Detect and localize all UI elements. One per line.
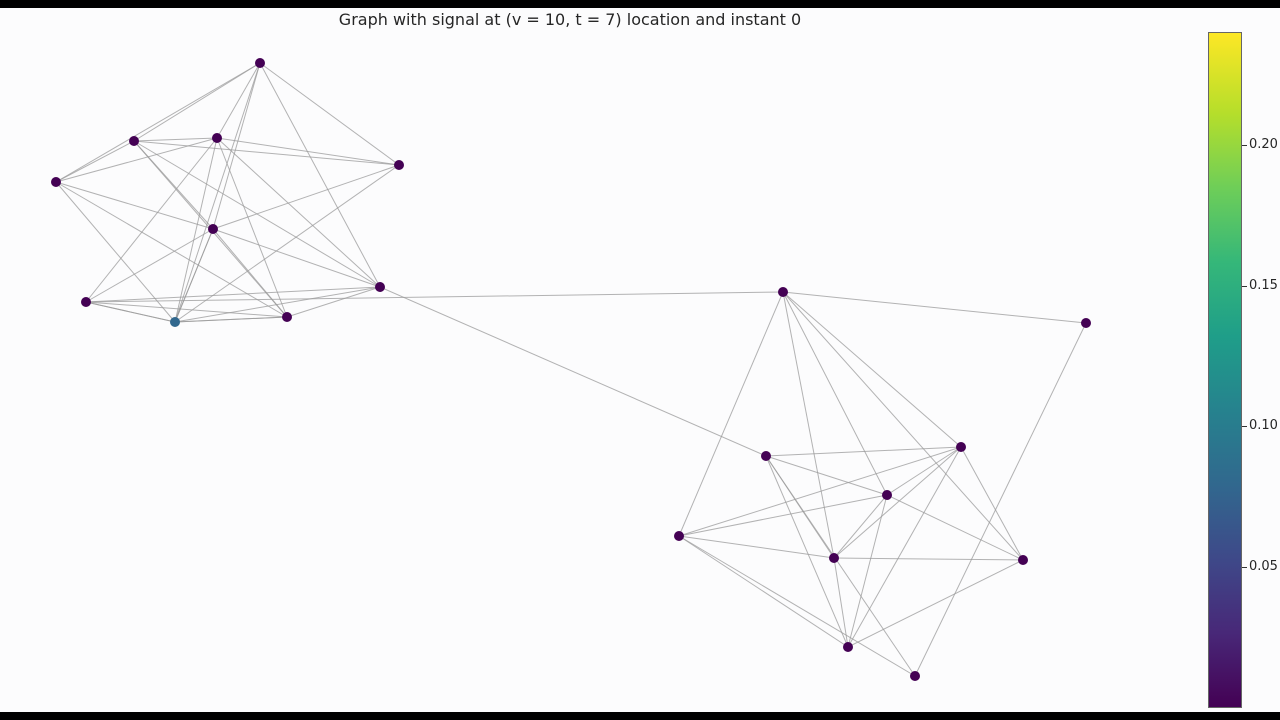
graph-node: [956, 442, 966, 452]
graph-edge: [833, 446, 962, 559]
graph-edge: [765, 455, 849, 648]
graph-node: [761, 451, 771, 461]
colorbar-tick-label: 0.15: [1249, 277, 1278, 293]
graph-edge: [216, 137, 381, 288]
graph-canvas: [51, 58, 1091, 681]
graph-node: [394, 160, 404, 170]
graph-edge: [833, 557, 849, 648]
graph-node: [674, 531, 684, 541]
graph-edge: [85, 286, 381, 303]
graph-edge: [133, 137, 218, 142]
graph-node: [778, 287, 788, 297]
chart-title: Graph with signal at (v = 10, t = 7) loc…: [338, 10, 802, 29]
graph-edge: [782, 291, 888, 496]
graph-edge: [216, 62, 261, 139]
graph-edge: [55, 137, 218, 183]
graph-edge: [379, 286, 767, 457]
graph-edge: [259, 62, 400, 166]
colorbar: [1208, 32, 1242, 708]
graph-edge: [678, 535, 916, 677]
graph-edge: [55, 62, 261, 183]
graph-edge: [212, 164, 400, 230]
graph-node: [212, 133, 222, 143]
graph-edge: [55, 140, 135, 183]
graph-edge: [174, 228, 214, 323]
edges-layer: [55, 62, 1087, 677]
graph-edge: [678, 291, 784, 537]
graph-node: [129, 136, 139, 146]
graph-edge: [85, 301, 288, 318]
graph-edge: [133, 62, 261, 142]
graph-edge: [174, 316, 288, 323]
graph-node: [208, 224, 218, 234]
graph-node: [1018, 555, 1028, 565]
graph-node-highlighted: [170, 317, 180, 327]
graph-edge: [212, 62, 261, 230]
colorbar-tick: [1242, 567, 1247, 569]
graph-edge: [782, 291, 1024, 561]
graph-edge: [833, 557, 1024, 561]
graph-edge: [286, 286, 381, 318]
graph-node: [81, 297, 91, 307]
graph-edge: [174, 62, 261, 323]
graph-edge: [133, 140, 400, 166]
colorbar-tick: [1242, 426, 1247, 428]
graph-edge: [259, 62, 381, 288]
graph-node: [882, 490, 892, 500]
graph-node: [375, 282, 385, 292]
graph-edge: [960, 446, 1024, 561]
graph-node: [51, 177, 61, 187]
graph-edge: [85, 291, 784, 303]
graph-node: [910, 671, 920, 681]
graph-node: [829, 553, 839, 563]
graph-edge: [55, 181, 288, 318]
graph-edge: [914, 322, 1087, 677]
graph-edge: [833, 494, 888, 559]
graph-edge: [678, 446, 962, 537]
graph-edge: [212, 228, 288, 318]
graph-edge: [765, 455, 916, 677]
graph-edge: [212, 228, 381, 288]
colorbar-tick-label: 0.20: [1249, 136, 1278, 152]
graph-edge: [886, 446, 962, 496]
graph-edge: [765, 446, 962, 457]
graph-node: [1081, 318, 1091, 328]
graph-node: [282, 312, 292, 322]
graph-edge: [886, 494, 1024, 561]
graph-edge: [216, 137, 400, 166]
graph-edge: [55, 181, 214, 230]
graph-edge: [782, 291, 835, 559]
graph-edge: [847, 494, 888, 648]
graph-node: [255, 58, 265, 68]
graph-edge: [782, 291, 962, 448]
nodes-layer: [51, 58, 1091, 681]
graph-edge: [847, 559, 1024, 648]
colorbar-tick-label: 0.10: [1249, 418, 1278, 434]
graph-edge: [85, 137, 218, 303]
graph-edge: [765, 455, 888, 496]
graph-node: [843, 642, 853, 652]
graph-edge: [678, 494, 888, 537]
graph-edge: [216, 137, 288, 318]
graph-edge: [782, 291, 1087, 324]
colorbar-tick-label: 0.05: [1249, 559, 1278, 575]
graph-edge: [174, 137, 218, 323]
colorbar-tick: [1242, 285, 1247, 287]
graph-edge: [85, 301, 176, 323]
graph-edge: [85, 228, 214, 303]
figure-frame: Graph with signal at (v = 10, t = 7) loc…: [0, 8, 1280, 712]
graph-edge: [678, 535, 849, 648]
graph-edge: [847, 446, 962, 648]
graph-edge: [174, 286, 381, 323]
graph-edge: [678, 535, 835, 559]
colorbar-tick: [1242, 144, 1247, 146]
